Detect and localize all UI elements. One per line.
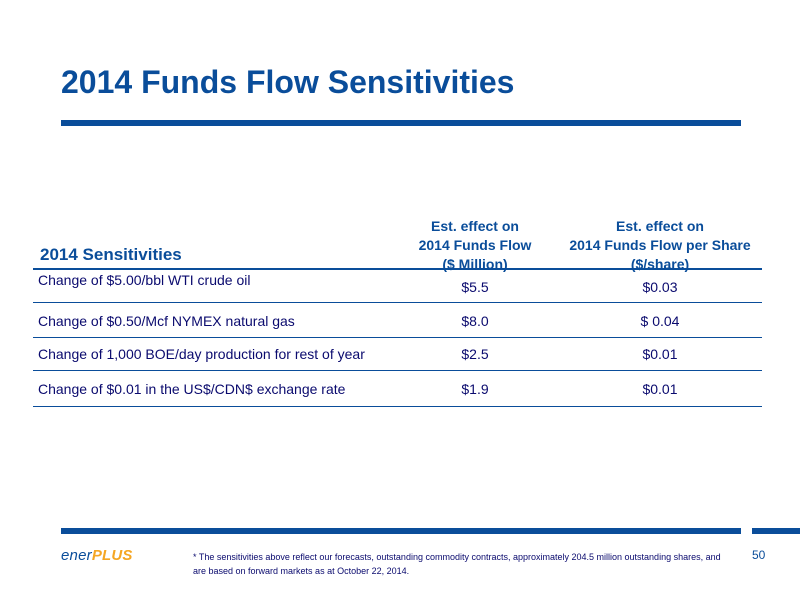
row-label: Change of $5.00/bbl WTI crude oil [38, 272, 251, 288]
row-divider [33, 302, 762, 303]
footer-rule-right [752, 528, 800, 534]
title-rule [61, 120, 741, 126]
col-header-funds-flow-line2: 2014 Funds Flow [418, 237, 532, 253]
col-header-funds-flow-line3: ($ Million) [442, 256, 508, 272]
footnote: * The sensitivities above reflect our fo… [193, 552, 721, 576]
row-divider [33, 337, 762, 338]
col-header-per-share-line1: Est. effect on [616, 218, 704, 234]
row-label: Change of $0.50/Mcf NYMEX natural gas [38, 313, 295, 329]
logo-ener: ener [61, 547, 92, 564]
page-title: 2014 Funds Flow Sensitivities [61, 64, 515, 100]
col-header-funds-flow-line1: Est. effect on [431, 218, 519, 234]
row-funds-flow: $1.9 [461, 381, 489, 397]
table-section-label: 2014 Sensitivities [40, 245, 182, 264]
row-funds-flow: $5.5 [461, 279, 489, 295]
header-rule [33, 268, 762, 270]
footer-rule-left [61, 528, 741, 534]
row-per-share: $0.01 [642, 381, 678, 397]
row-divider [33, 370, 762, 371]
enerplus-logo: enerPLUS [61, 547, 133, 564]
row-per-share: $ 0.04 [640, 313, 680, 329]
col-header-per-share: Est. effect on 2014 Funds Flow per Share… [560, 217, 760, 274]
table-bottom-rule [33, 406, 762, 407]
logo-plus: PLUS [91, 547, 133, 564]
col-header-per-share-line3: ($/share) [630, 256, 690, 272]
row-per-share: $0.03 [642, 279, 678, 295]
row-per-share: $0.01 [642, 346, 678, 362]
row-label: Change of 1,000 BOE/day production for r… [38, 346, 365, 362]
row-funds-flow: $8.0 [461, 313, 489, 329]
col-header-per-share-line2: 2014 Funds Flow per Share [569, 237, 751, 253]
row-label: Change of $0.01 in the US$/CDN$ exchange… [38, 381, 346, 397]
page-number: 50 [752, 548, 766, 562]
col-header-funds-flow: Est. effect on 2014 Funds Flow ($ Millio… [405, 217, 545, 274]
row-funds-flow: $2.5 [461, 346, 489, 362]
